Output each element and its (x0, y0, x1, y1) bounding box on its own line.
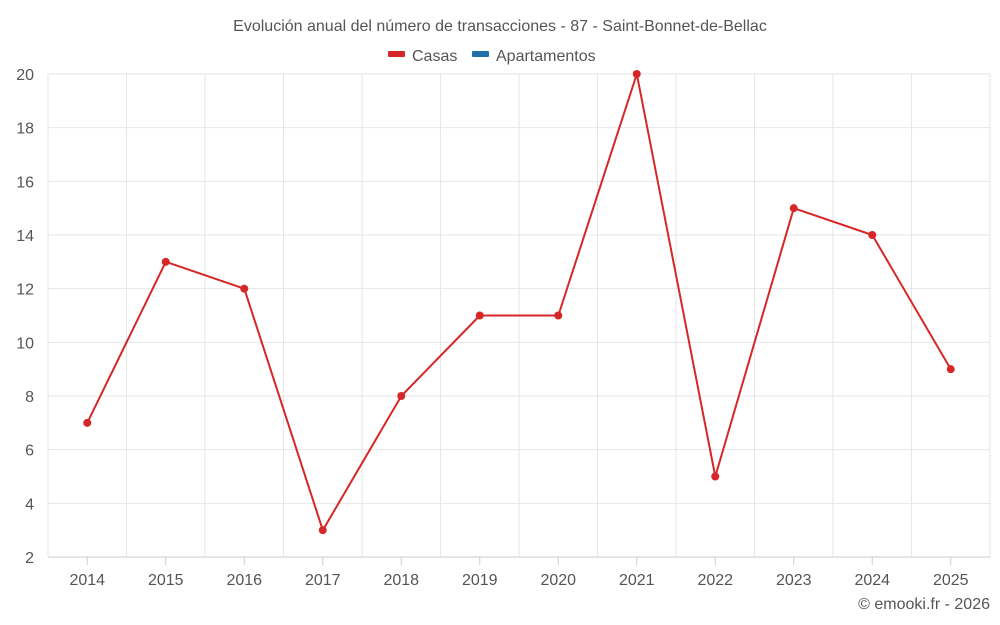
axes: 2 4 6 8 10 12 14 16 18 20 2014 2015 2016 2017 2018 2019… (16, 67, 990, 589)
data-point-2022[interactable] (711, 472, 720, 481)
data-point-2023[interactable] (789, 204, 798, 213)
y-tick-label: 8 (25, 389, 34, 406)
chart-title: Evolución anual del número de transaccio… (233, 18, 767, 35)
x-tick-label: 2015 (148, 572, 184, 589)
grid (47, 73, 991, 557)
y-tick-label: 18 (16, 121, 34, 138)
y-tick-label: 6 (25, 443, 34, 460)
legend-swatch-casas (388, 51, 405, 57)
x-tick-label: 2025 (933, 572, 969, 589)
y-tick-label: 4 (25, 496, 34, 513)
x-tick-label: 2024 (854, 572, 890, 589)
legend-swatch-apartamentos (472, 51, 489, 57)
y-tick-label: 14 (16, 228, 34, 245)
legend-label-apartamentos: Apartamentos (496, 48, 596, 65)
credit-text: © emooki.fr - 2026 (858, 596, 990, 613)
x-tick-label: 2023 (776, 572, 812, 589)
data-point-2019[interactable] (475, 311, 484, 320)
data-point-2017[interactable] (318, 526, 327, 535)
series-line-casas (86, 73, 952, 532)
x-tick-label: 2020 (540, 572, 576, 589)
y-tick-label: 16 (16, 174, 34, 191)
legend: Casas Apartamentos (388, 48, 596, 65)
x-tick-label: 2018 (383, 572, 419, 589)
legend-item-casas[interactable]: Casas (388, 48, 457, 65)
y-tick-label: 10 (16, 335, 34, 352)
x-tick-label: 2019 (462, 572, 498, 589)
x-tick-label: 2021 (619, 572, 655, 589)
data-point-2020[interactable] (554, 311, 563, 320)
legend-item-apartamentos[interactable]: Apartamentos (472, 48, 596, 65)
y-tick-label: 12 (16, 282, 34, 299)
x-tick-label: 2017 (305, 572, 341, 589)
data-point-2016[interactable] (240, 284, 249, 293)
data-point-2014[interactable] (83, 418, 92, 427)
data-point-2018[interactable] (397, 392, 406, 400)
x-tick-label: 2022 (697, 572, 733, 589)
data-point-2015[interactable] (161, 257, 170, 266)
data-point-2025[interactable] (946, 365, 955, 374)
data-point-2021[interactable] (632, 70, 641, 78)
series-casas (83, 70, 955, 535)
y-tick-label: 2 (25, 550, 34, 567)
y-tick-label: 20 (16, 67, 34, 84)
legend-label-casas: Casas (412, 48, 457, 65)
data-point-2024[interactable] (868, 231, 877, 239)
x-tick-label: 2016 (226, 572, 262, 589)
x-tick-label: 2014 (69, 572, 105, 589)
